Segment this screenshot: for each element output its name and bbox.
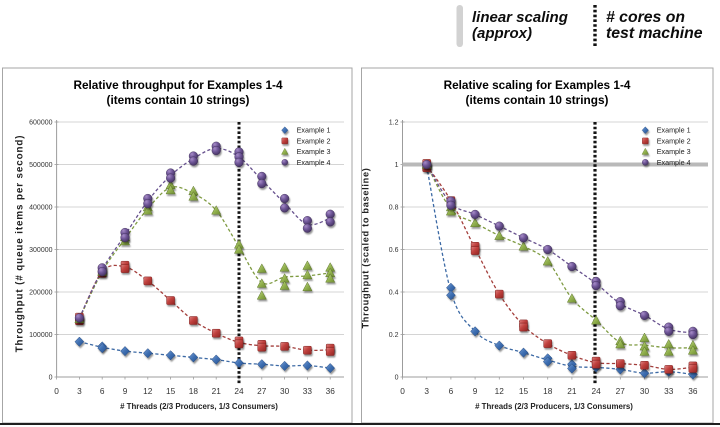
svg-text:30: 30 — [640, 386, 650, 396]
svg-text:Throughput (# queue items per: Throughput (# queue items per second) — [15, 135, 26, 353]
svg-text:36: 36 — [688, 386, 698, 396]
svg-text:(items contain 10 strings): (items contain 10 strings) — [107, 93, 250, 107]
svg-text:33: 33 — [664, 386, 674, 396]
svg-text:Example 4: Example 4 — [297, 158, 331, 167]
svg-text:12: 12 — [495, 386, 505, 396]
svg-text:Example 3: Example 3 — [657, 147, 691, 156]
svg-text:# cores on: # cores on — [606, 9, 685, 26]
svg-text:15: 15 — [519, 386, 529, 396]
svg-text:500000: 500000 — [29, 162, 52, 169]
svg-text:Relative scaling for Examples: Relative scaling for Examples 1-4 — [444, 78, 631, 92]
svg-text:Example 1: Example 1 — [297, 126, 331, 135]
svg-text:18: 18 — [543, 386, 553, 396]
svg-text:0.6: 0.6 — [389, 247, 399, 254]
svg-text:400000: 400000 — [29, 204, 52, 211]
svg-text:12: 12 — [143, 386, 153, 396]
svg-text:0.4: 0.4 — [389, 289, 399, 296]
svg-text:1: 1 — [395, 162, 399, 169]
svg-text:0: 0 — [400, 386, 405, 396]
svg-text:21: 21 — [212, 386, 222, 396]
svg-text:3: 3 — [424, 386, 429, 396]
svg-text:18: 18 — [189, 386, 199, 396]
svg-text:0: 0 — [49, 374, 53, 381]
svg-text:0: 0 — [395, 374, 399, 381]
svg-text:6: 6 — [100, 386, 105, 396]
svg-text:33: 33 — [303, 386, 313, 396]
svg-text:0.2: 0.2 — [389, 332, 399, 339]
svg-text:linear scaling: linear scaling — [472, 9, 568, 26]
svg-text:200000: 200000 — [29, 289, 52, 296]
svg-text:Example 4: Example 4 — [657, 158, 691, 167]
svg-text:Example 2: Example 2 — [657, 136, 691, 145]
svg-text:Example 3: Example 3 — [297, 147, 331, 156]
svg-text:# Threads (2/3 Producers, 1/3: # Threads (2/3 Producers, 1/3 Consumers) — [120, 402, 278, 411]
svg-text:Relative throughput for Exampl: Relative throughput for Examples 1-4 — [73, 78, 283, 92]
svg-text:36: 36 — [326, 386, 336, 396]
svg-text:9: 9 — [473, 386, 478, 396]
svg-text:0.8: 0.8 — [389, 204, 399, 211]
svg-text:600000: 600000 — [29, 119, 52, 126]
svg-text:3: 3 — [77, 386, 82, 396]
svg-text:# Threads (2/3 Producers, 1/3: # Threads (2/3 Producers, 1/3 Consumers) — [475, 402, 633, 411]
svg-text:test machine: test machine — [606, 25, 703, 42]
svg-text:6: 6 — [449, 386, 454, 396]
svg-text:9: 9 — [123, 386, 128, 396]
svg-text:(approx): (approx) — [472, 25, 532, 42]
svg-text:0: 0 — [54, 386, 59, 396]
svg-text:(items contain 10 strings): (items contain 10 strings) — [466, 93, 609, 107]
svg-text:24: 24 — [591, 386, 601, 396]
svg-text:100000: 100000 — [29, 332, 52, 339]
svg-text:15: 15 — [166, 386, 176, 396]
svg-text:Example 1: Example 1 — [657, 126, 691, 135]
svg-text:300000: 300000 — [29, 247, 52, 254]
svg-text:27: 27 — [616, 386, 626, 396]
svg-text:Throughput (scaled to baseline: Throughput (scaled to baseline) — [361, 167, 371, 328]
svg-text:21: 21 — [567, 386, 577, 396]
svg-text:27: 27 — [257, 386, 267, 396]
svg-text:30: 30 — [280, 386, 290, 396]
svg-text:Example 2: Example 2 — [297, 136, 331, 145]
svg-text:1.2: 1.2 — [389, 119, 399, 126]
svg-text:24: 24 — [234, 386, 244, 396]
